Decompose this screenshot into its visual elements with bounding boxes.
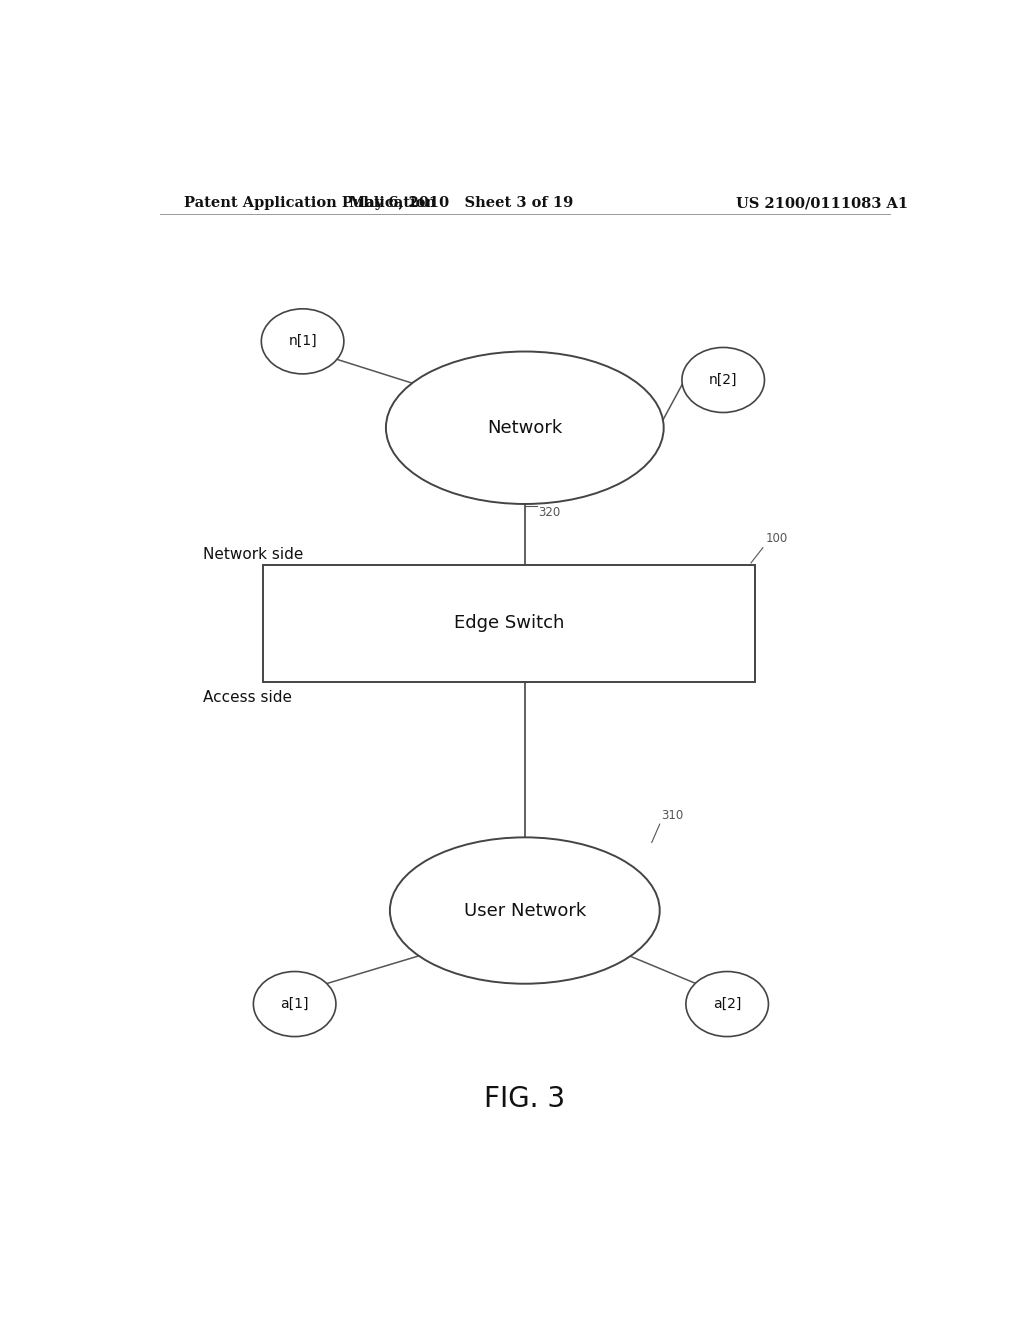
Text: a[1]: a[1] <box>281 997 309 1011</box>
Text: May 6, 2010   Sheet 3 of 19: May 6, 2010 Sheet 3 of 19 <box>349 197 573 210</box>
Ellipse shape <box>686 972 768 1036</box>
Bar <box>263 565 755 682</box>
Text: User Network: User Network <box>464 902 586 920</box>
Ellipse shape <box>390 837 659 983</box>
Text: Patent Application Publication: Patent Application Publication <box>183 197 435 210</box>
Text: Edge Switch: Edge Switch <box>454 614 564 632</box>
Ellipse shape <box>253 972 336 1036</box>
Text: US 2100/0111083 A1: US 2100/0111083 A1 <box>736 197 908 210</box>
Text: Network: Network <box>487 418 562 437</box>
Text: n[1]: n[1] <box>289 334 316 348</box>
Text: a[2]: a[2] <box>713 997 741 1011</box>
Text: 310: 310 <box>662 809 684 822</box>
Ellipse shape <box>261 309 344 374</box>
Text: n[2]: n[2] <box>709 374 737 387</box>
Text: Access side: Access side <box>204 689 293 705</box>
Text: Network side: Network side <box>204 548 304 562</box>
Ellipse shape <box>682 347 765 413</box>
Ellipse shape <box>386 351 664 504</box>
Text: 100: 100 <box>765 532 787 545</box>
Text: FIG. 3: FIG. 3 <box>484 1085 565 1113</box>
Text: 320: 320 <box>539 506 560 519</box>
